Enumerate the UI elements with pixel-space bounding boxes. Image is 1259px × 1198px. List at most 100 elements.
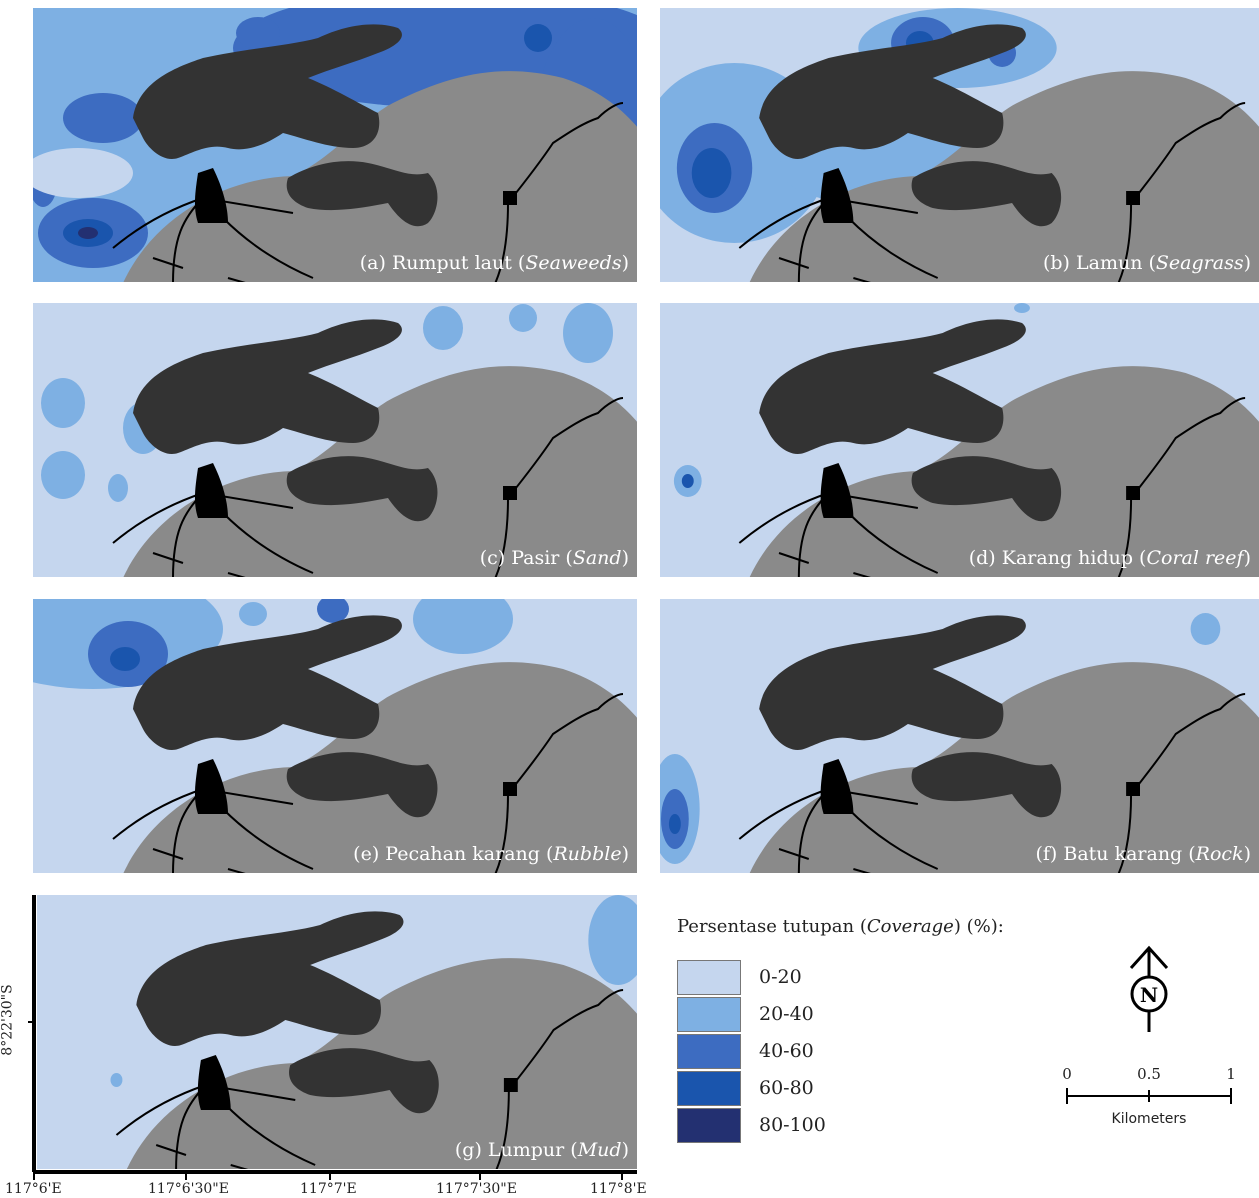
- settlement-area: [820, 463, 854, 518]
- coverage-zone-20-40: [1190, 613, 1221, 645]
- mangrove-area: [759, 24, 1026, 159]
- legend-item-60-80: 60-80: [677, 1071, 937, 1108]
- legend-label: 40-60: [759, 1040, 814, 1062]
- x-tick-label-1: 117°6'E: [5, 1181, 62, 1197]
- road-line-2: [797, 788, 830, 873]
- settlement-area: [194, 759, 228, 814]
- road-line-6: [778, 257, 810, 269]
- mangrove-area: [136, 911, 404, 1046]
- legend-title: Persentase tutupan (Coverage) (%):: [677, 916, 1004, 937]
- road-line-5: [507, 397, 624, 499]
- scale-tick-0: 0: [1062, 1065, 1072, 1083]
- caption-a: (a) Rumput laut (Seaweeds): [359, 252, 629, 274]
- road-line-7: [853, 277, 871, 282]
- map-panel-c: (c) Pasir (Sand): [33, 303, 637, 577]
- mangrove-area-inner: [911, 456, 1062, 522]
- coverage-zone-80-100: [78, 227, 98, 239]
- coverage-map-d: [660, 303, 1259, 577]
- legend-label: 60-80: [759, 1077, 814, 1099]
- road-line-5: [1130, 397, 1246, 499]
- road-line-3: [225, 1104, 316, 1166]
- road-line-2: [172, 197, 204, 282]
- legend-item-80-100: 80-100: [677, 1108, 937, 1145]
- legend-swatch: [677, 960, 741, 995]
- map-panel-e: (e) Pecahan karang (Rubble): [33, 599, 637, 873]
- caption-c: (c) Pasir (Sand): [479, 547, 629, 569]
- map-panel-f: (f) Batu karang (Rock): [660, 599, 1259, 873]
- legend-item-20-40: 20-40: [677, 997, 937, 1034]
- settlement-area: [197, 1055, 231, 1110]
- settlement-area: [820, 168, 854, 223]
- mangrove-area-inner: [286, 456, 438, 522]
- legend-swatch: [677, 1071, 741, 1106]
- caption-f: (f) Batu karang (Rock): [1035, 843, 1251, 865]
- coverage-map-c: [33, 303, 637, 577]
- map-panel-a: (a) Rumput laut (Seaweeds): [33, 8, 637, 282]
- road-line-2: [797, 197, 830, 282]
- road-line-6: [778, 848, 810, 860]
- road-line-3: [222, 217, 314, 279]
- map-panel-g: (g) Lumpur (Mud): [37, 895, 637, 1169]
- north-arrow-icon: N: [1129, 945, 1169, 1032]
- coverage-zone-0-20: [33, 148, 133, 198]
- coverage-zone-20-40: [1014, 303, 1030, 313]
- mangrove-area-inner: [286, 752, 438, 818]
- road-line-7: [227, 868, 246, 873]
- coverage-zone-20-40: [588, 895, 637, 985]
- building-marker: [503, 782, 517, 796]
- road-line-3: [222, 512, 314, 574]
- coverage-map-a: [33, 8, 637, 282]
- building-marker: [1126, 782, 1140, 796]
- coverage-zone-20-40: [239, 602, 267, 626]
- road-line-2: [175, 1084, 207, 1169]
- coverage-zone-40-60: [317, 599, 349, 623]
- building-marker: [503, 1078, 518, 1092]
- coverage-zone-60-80: [691, 148, 732, 198]
- road-line-3: [222, 808, 314, 870]
- road-line-3: [847, 512, 939, 574]
- building-marker: [503, 486, 517, 500]
- road-line-4: [1117, 202, 1133, 282]
- road-line-5: [507, 102, 624, 204]
- building-marker: [1126, 191, 1140, 205]
- road-line-7: [227, 277, 246, 282]
- road-line-3: [847, 217, 939, 279]
- coverage-zone-60-80: [110, 647, 140, 671]
- legend-label: 20-40: [759, 1003, 814, 1025]
- north-letter: N: [1140, 983, 1158, 1007]
- scale-tick-05: 0.5: [1137, 1065, 1161, 1083]
- coverage-zone-20-40: [413, 599, 513, 654]
- x-tick-label-5: 117°8'E: [590, 1181, 647, 1197]
- road-line-4: [494, 793, 509, 873]
- caption-g: (g) Lumpur (Mud): [454, 1139, 629, 1161]
- road-line-7: [853, 868, 871, 873]
- y-tick-label: 8°22'30"S: [0, 984, 16, 1056]
- road-line-3: [847, 808, 939, 870]
- road-line-6: [152, 552, 184, 564]
- building-marker: [1126, 486, 1140, 500]
- coverage-map-f: [660, 599, 1259, 873]
- mangrove-area-inner: [911, 161, 1062, 227]
- legend-label: 80-100: [759, 1114, 826, 1136]
- road-line-4: [1117, 497, 1133, 577]
- coverage-zone-20-40: [108, 474, 128, 502]
- road-line-2: [172, 788, 204, 873]
- coverage-zone-20-40: [41, 451, 85, 499]
- road-line-4: [1117, 793, 1133, 873]
- mangrove-area: [133, 615, 402, 750]
- legend-swatch: [677, 1034, 741, 1069]
- coverage-zone-20-40: [41, 378, 85, 428]
- road-line-2: [172, 492, 204, 577]
- road-line-5: [508, 989, 624, 1091]
- mangrove-area-inner: [289, 1048, 439, 1114]
- settlement-area: [194, 463, 228, 518]
- building-marker: [503, 191, 517, 205]
- legend-label: 0-20: [759, 966, 802, 988]
- coverage-map-g: [37, 895, 637, 1169]
- coverage-zone-60-80: [668, 814, 681, 834]
- scale-unit: Kilometers: [1112, 1111, 1187, 1127]
- road-line-6: [152, 848, 184, 860]
- road-line-6: [152, 257, 184, 269]
- road-line-2: [797, 492, 830, 577]
- legend-swatch: [677, 1108, 741, 1143]
